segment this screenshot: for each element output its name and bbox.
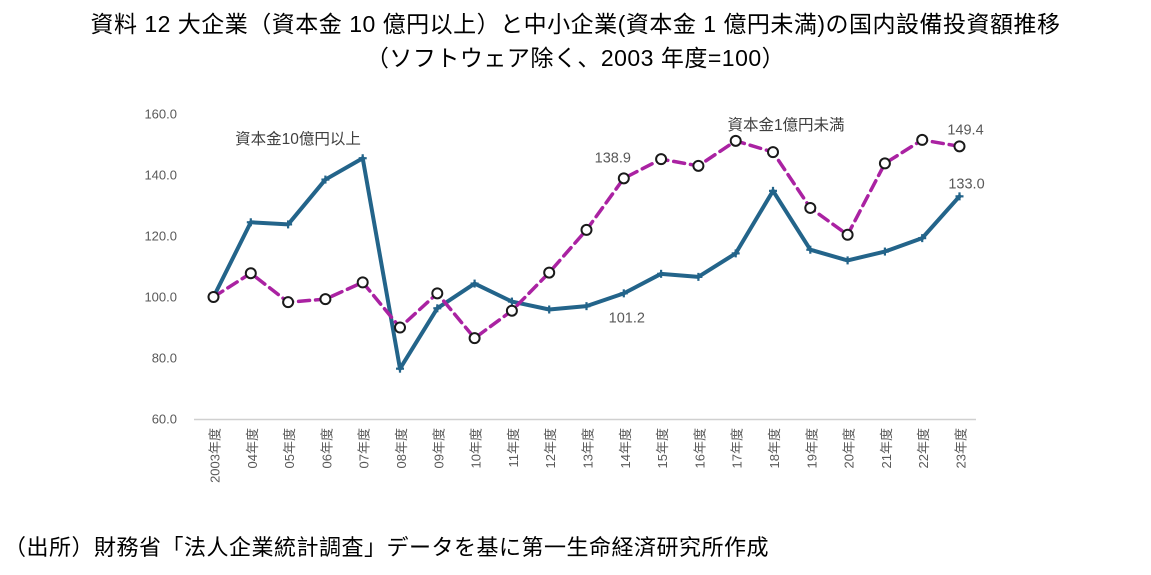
circle-marker (916, 133, 929, 146)
x-tick-label: 20年度 (842, 428, 857, 468)
chart-title: 資料 12 大企業（資本金 10 億円以上）と中小企業(資本金 1 億円未満)の… (0, 7, 1151, 75)
circle-marker (617, 172, 630, 185)
chart-title-line1: 資料 12 大企業（資本金 10 億円以上）と中小企業(資本金 1 億円未満)の… (90, 11, 1061, 37)
circle-marker (878, 157, 891, 170)
circle-marker (394, 321, 406, 334)
x-tick-label: 19年度 (804, 428, 819, 468)
x-tick-label: 13年度 (581, 428, 596, 468)
circle-marker (767, 146, 779, 159)
x-tick-label: 23年度 (954, 428, 969, 468)
x-tick-label: 18年度 (767, 428, 782, 468)
x-tick-label: 15年度 (655, 428, 670, 468)
data-label: 101.2 (609, 310, 645, 326)
x-tick-label: 17年度 (730, 428, 745, 468)
circle-marker (804, 201, 817, 214)
y-tick-label: 60.0 (152, 412, 177, 427)
circle-marker (580, 223, 593, 236)
x-tick-label: 05年度 (282, 428, 297, 468)
circle-marker (356, 276, 369, 289)
x-tick-label: 06年度 (319, 428, 334, 468)
chart-title-line2: （ソフトウェア除く、2003 年度=100） (365, 45, 786, 71)
data-label: 133.0 (948, 176, 984, 192)
x-tick-label: 11年度 (506, 428, 521, 468)
source-note: （出所）財務省「法人企業統計調査」データを基に第一生命経済研究所作成 (4, 535, 770, 560)
y-tick-label: 140.0 (144, 168, 177, 183)
y-tick-label: 80.0 (152, 351, 177, 366)
circle-marker (244, 267, 257, 280)
x-tick-label: 2003年度 (208, 428, 223, 483)
circle-marker (729, 134, 742, 147)
y-tick-label: 100.0 (144, 290, 177, 305)
circle-marker (655, 153, 668, 166)
x-tick-label: 10年度 (469, 428, 484, 468)
circle-marker (953, 140, 966, 153)
y-tick-label: 160.0 (144, 107, 177, 122)
y-tick-label: 120.0 (144, 229, 177, 244)
x-tick-label: 14年度 (618, 428, 633, 468)
circle-marker (468, 332, 481, 345)
x-tick-label: 16年度 (692, 428, 707, 468)
circle-marker (431, 287, 444, 300)
x-tick-label: 04年度 (245, 428, 260, 468)
circle-marker (282, 296, 295, 309)
x-tick-label: 12年度 (543, 428, 558, 468)
series-label-small-firms: 資本金1億円未満 (727, 116, 844, 134)
series-label-large-firms: 資本金10億円以上 (235, 130, 361, 148)
x-tick-label: 07年度 (357, 428, 372, 468)
x-tick-label: 22年度 (916, 428, 931, 468)
x-tick-label: 09年度 (431, 428, 446, 468)
data-label: 138.9 (595, 150, 631, 166)
data-label: 149.4 (947, 122, 983, 138)
x-tick-label: 08年度 (394, 428, 409, 468)
circle-marker (692, 159, 705, 172)
circle-marker (841, 228, 854, 241)
circle-marker (543, 266, 556, 279)
circle-marker (319, 293, 332, 306)
circle-marker (207, 291, 220, 303)
x-tick-label: 21年度 (879, 428, 894, 468)
circle-marker (505, 304, 518, 317)
